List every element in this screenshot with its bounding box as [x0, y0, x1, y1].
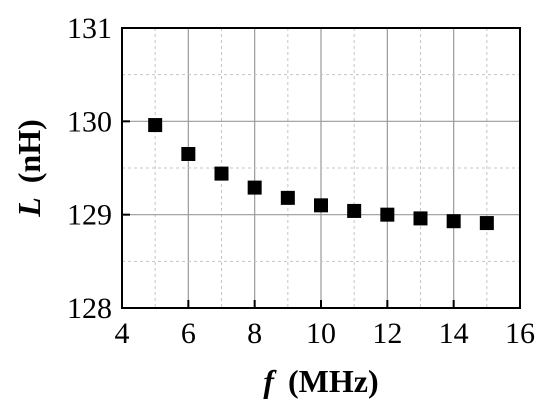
data-point	[413, 211, 428, 226]
data-points	[148, 118, 494, 231]
data-point	[446, 214, 461, 229]
data-point	[479, 216, 494, 231]
x-tick-label: 4	[115, 317, 130, 350]
x-tick-label: 6	[181, 317, 196, 350]
y-tick-label: 129	[67, 199, 112, 232]
ticks	[121, 27, 521, 309]
data-point	[380, 207, 395, 222]
data-point	[247, 180, 262, 195]
x-axis-symbol: f	[263, 363, 277, 399]
x-tick-label: 14	[439, 317, 469, 350]
data-point	[280, 190, 295, 205]
data-point	[314, 198, 328, 213]
y-tick-labels: 128 129 130 131	[67, 12, 112, 325]
y-axis-label: L (nH)	[11, 119, 47, 218]
grid	[122, 28, 520, 308]
data-point	[347, 203, 362, 218]
y-tick-label: 130	[67, 105, 112, 138]
x-tick-label: 12	[372, 317, 402, 350]
x-axis-label: f (MHz)	[263, 363, 378, 399]
y-tick-label: 128	[67, 292, 112, 325]
x-tick-label: 16	[505, 317, 535, 350]
y-axis-unit: (nH)	[11, 119, 47, 183]
data-point	[148, 118, 163, 133]
x-tick-label: 10	[306, 317, 336, 350]
x-tick-label: 8	[247, 317, 262, 350]
data-point	[214, 166, 229, 181]
y-tick-label: 131	[67, 12, 112, 45]
y-axis-symbol: L	[11, 197, 47, 218]
x-axis-unit: (MHz)	[288, 363, 379, 399]
x-tick-labels: 4 6 8 10 12 14 16	[115, 317, 536, 350]
data-point	[181, 147, 196, 161]
